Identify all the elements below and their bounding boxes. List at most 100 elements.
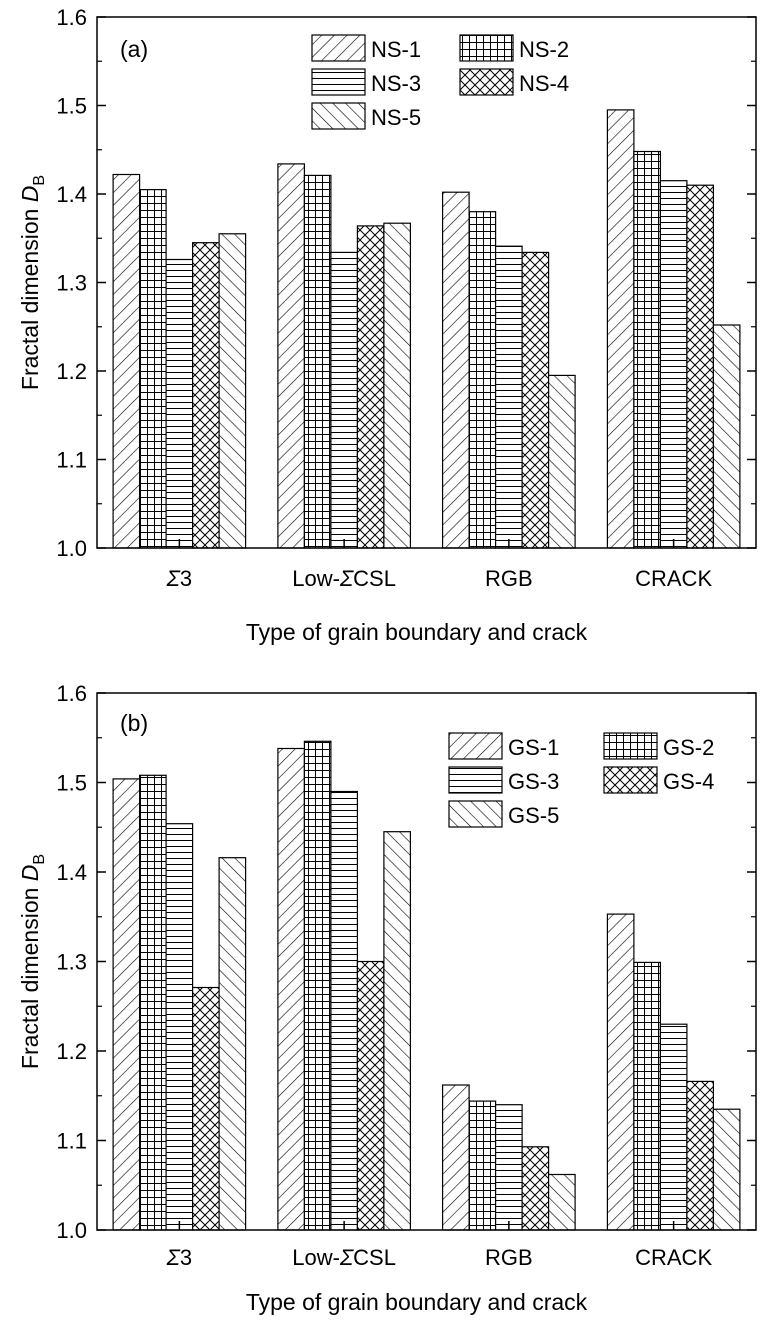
y-axis-label: Fractal dimension DB bbox=[17, 854, 48, 1069]
bar-gs-5-3 bbox=[712, 1108, 741, 1231]
legend-swatch-gs-4 bbox=[603, 766, 658, 794]
y-tick-label: 1.5 bbox=[56, 94, 87, 119]
y-tick-label: 1.0 bbox=[56, 536, 87, 561]
bar-ns-1-2 bbox=[442, 191, 470, 549]
x-tick-label-prefix: CRACK bbox=[635, 566, 712, 591]
bar-gs-1-2 bbox=[442, 1084, 470, 1231]
x-tick-label-sigma: Σ bbox=[166, 1245, 181, 1270]
x-tick-label: Σ3 bbox=[166, 1245, 192, 1270]
bar-ns-2-3 bbox=[633, 150, 662, 549]
legend-swatch-gs-1 bbox=[448, 732, 503, 760]
legend-label-ns-1: NS-1 bbox=[371, 37, 421, 62]
x-tick-label: Low-ΣCSL bbox=[292, 1245, 396, 1270]
bar-ns-5-0 bbox=[218, 233, 247, 549]
bar-ns-1-1 bbox=[277, 163, 305, 549]
bar-gs-2-3 bbox=[633, 961, 662, 1231]
legend-label-gs-4: GS-4 bbox=[663, 769, 714, 794]
y-axis-label-text: Fractal dimension bbox=[17, 881, 43, 1069]
x-tick-label: Low-ΣCSL bbox=[292, 566, 396, 591]
bar-gs-2-0 bbox=[139, 774, 167, 1231]
chart-panel-b: 1.0 1.1 1.2 1.3 1.4 1.5 1.6 Σ3 Low-ΣCSL RGB CRACK T… bbox=[17, 681, 757, 1315]
panel-label: (a) bbox=[120, 36, 148, 62]
y-tick-label: 1.3 bbox=[56, 950, 87, 975]
y-tick-label: 1.1 bbox=[56, 448, 87, 473]
legend-label-gs-5: GS-5 bbox=[508, 803, 559, 828]
bar-gs-3-0 bbox=[165, 823, 194, 1231]
legend-label-ns-5: NS-5 bbox=[371, 105, 421, 130]
bar-ns-4-3 bbox=[686, 184, 715, 549]
y-axis-label-text: Fractal dimension bbox=[17, 202, 43, 390]
bar-ns-3-3 bbox=[659, 180, 688, 549]
bar-ns-5-2 bbox=[547, 374, 576, 549]
y-axis-label: Fractal dimension DB bbox=[17, 175, 48, 390]
bar-ns-4-1 bbox=[356, 225, 385, 549]
panel-label: (b) bbox=[120, 710, 148, 736]
bar-ns-5-1 bbox=[383, 222, 411, 549]
bar-gs-4-2 bbox=[521, 1146, 550, 1231]
bar-ns-2-1 bbox=[303, 174, 332, 549]
y-tick-label: 1.4 bbox=[56, 860, 87, 885]
x-tick-label: CRACK bbox=[635, 1245, 712, 1270]
legend-swatch-gs-2 bbox=[603, 732, 658, 760]
bar-gs-1-3 bbox=[606, 913, 635, 1231]
x-tick-label-prefix: CRACK bbox=[635, 1245, 712, 1270]
bar-ns-2-2 bbox=[468, 211, 497, 549]
legend-swatch-ns-2 bbox=[459, 34, 514, 62]
x-tick-label: RGB bbox=[485, 566, 533, 591]
bar-gs-3-3 bbox=[659, 1023, 688, 1231]
x-tick-label-sigma: Σ bbox=[166, 566, 181, 591]
legend-label-ns-4: NS-4 bbox=[519, 71, 569, 96]
legend: GS-1 GS-2 GS-3 GS-4 GS-5 bbox=[448, 732, 714, 828]
y-tick-label: 1.6 bbox=[56, 681, 87, 706]
legend: NS-1 NS-2 NS-3 NS-4 NS-5 bbox=[311, 34, 569, 130]
legend-swatch-ns-3 bbox=[311, 68, 366, 96]
y-tick-label: 1.4 bbox=[56, 182, 87, 207]
bar-gs-4-3 bbox=[686, 1080, 715, 1231]
y-tick-label: 1.6 bbox=[56, 5, 87, 30]
legend-label-ns-3: NS-3 bbox=[371, 71, 421, 96]
y-axis-label-symbol: D bbox=[17, 865, 43, 882]
bar-ns-3-0 bbox=[165, 258, 194, 549]
bar-ns-2-0 bbox=[139, 189, 167, 549]
x-axis-label: Type of grain boundary and crack bbox=[246, 619, 588, 645]
y-axis-label-subscript: B bbox=[31, 175, 48, 186]
y-tick-label: 1.5 bbox=[56, 771, 87, 796]
bar-gs-5-1 bbox=[383, 831, 411, 1231]
chart-panel-a: 1.0 1.1 1.2 1.3 1.4 1.5 1.6 Σ3 Low-ΣCSL RGB CRACK T… bbox=[17, 5, 757, 645]
x-tick-label: RGB bbox=[485, 1245, 533, 1270]
bar-gs-1-1 bbox=[277, 747, 305, 1231]
bar-gs-5-0 bbox=[218, 857, 247, 1231]
bar-ns-4-2 bbox=[521, 251, 550, 549]
y-tick-label: 1.0 bbox=[56, 1218, 87, 1243]
bar-ns-1-0 bbox=[112, 173, 141, 549]
y-axis-label-symbol: D bbox=[17, 186, 43, 203]
x-tick-label-suffix: 3 bbox=[180, 566, 192, 591]
legend-label-ns-2: NS-2 bbox=[519, 37, 569, 62]
y-tick-label: 1.1 bbox=[56, 1129, 87, 1154]
x-tick-label-prefix: Low- bbox=[292, 1245, 340, 1270]
x-axis-label: Type of grain boundary and crack bbox=[246, 1289, 588, 1315]
x-tick-label-prefix: RGB bbox=[485, 566, 533, 591]
bar-ns-4-0 bbox=[192, 242, 220, 549]
legend-swatch-ns-1 bbox=[311, 34, 366, 62]
y-tick-label: 1.3 bbox=[56, 271, 87, 296]
bar-ns-5-3 bbox=[712, 324, 741, 549]
x-tick-label: CRACK bbox=[635, 566, 712, 591]
bar-gs-2-1 bbox=[303, 740, 332, 1231]
bar-ns-3-2 bbox=[495, 245, 523, 549]
legend-swatch-ns-5 bbox=[311, 102, 366, 130]
x-tick-label: Σ3 bbox=[166, 566, 192, 591]
bar-gs-5-2 bbox=[547, 1173, 576, 1231]
legend-label-gs-2: GS-2 bbox=[663, 735, 714, 760]
legend-swatch-gs-3 bbox=[448, 766, 503, 794]
bar-gs-4-1 bbox=[356, 960, 385, 1231]
bar-gs-1-0 bbox=[112, 778, 141, 1231]
bar-gs-4-0 bbox=[192, 986, 220, 1231]
legend-label-gs-3: GS-3 bbox=[508, 769, 559, 794]
legend-swatch-gs-5 bbox=[448, 800, 503, 828]
x-tick-label-prefix: Low- bbox=[292, 566, 340, 591]
y-tick-label: 1.2 bbox=[56, 359, 87, 384]
x-tick-label-sigma: Σ bbox=[339, 1245, 354, 1270]
y-tick-label: 1.2 bbox=[56, 1039, 87, 1064]
